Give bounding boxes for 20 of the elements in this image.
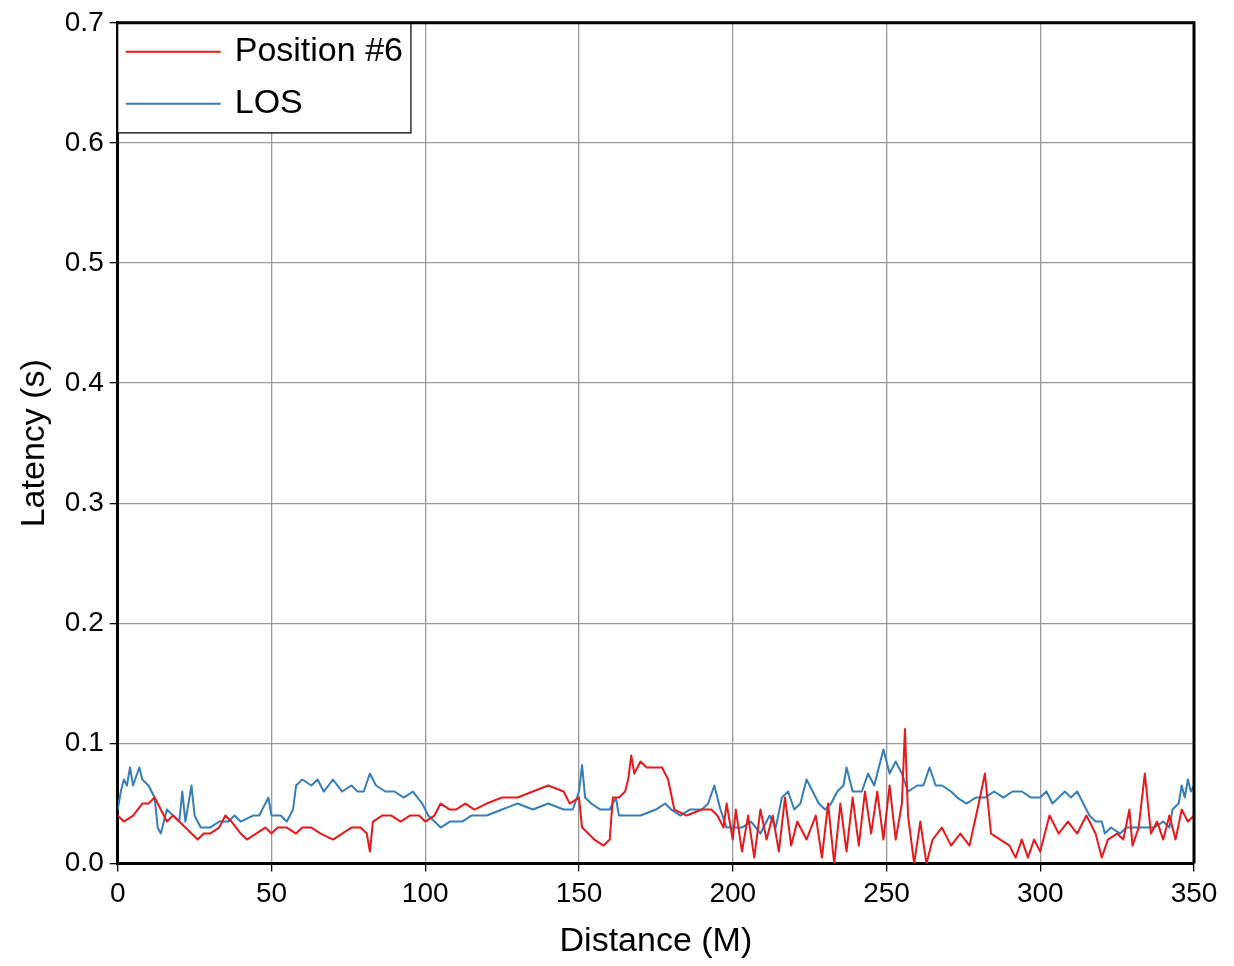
legend-label: LOS — [234, 82, 303, 121]
y-tick-label: 0.5 — [64, 245, 104, 277]
y-axis-title: Latency (s) — [12, 359, 51, 528]
x-tick-label: 300 — [1016, 877, 1064, 909]
y-tick-label: 0.0 — [64, 846, 104, 878]
x-tick-label: 350 — [1170, 877, 1218, 909]
x-axis-title: Distance (M) — [559, 919, 753, 958]
x-tick-label: 200 — [709, 877, 757, 909]
y-tick-label: 0.1 — [64, 726, 104, 758]
x-tick-label: 0 — [109, 877, 126, 909]
x-tick-label: 100 — [401, 877, 449, 909]
y-tick-label: 0.4 — [64, 365, 104, 397]
y-tick-label: 0.6 — [64, 125, 104, 157]
x-tick-label: 50 — [255, 877, 288, 909]
y-tick-label: 0.7 — [64, 5, 104, 37]
x-tick-label: 150 — [555, 877, 603, 909]
y-tick-label: 0.3 — [64, 485, 104, 517]
x-tick-label: 250 — [863, 877, 910, 909]
y-tick-label: 0.2 — [64, 606, 104, 638]
legend-label: Position #6 — [234, 30, 403, 69]
